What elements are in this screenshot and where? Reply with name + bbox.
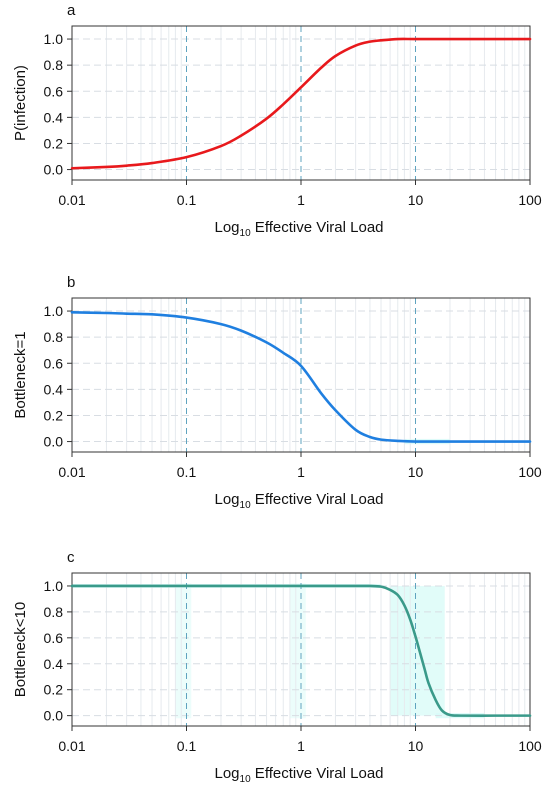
x-tick-label: 100 <box>518 192 542 208</box>
x-tick-label: 10 <box>408 738 424 754</box>
x-tick-label: 0.01 <box>58 192 85 208</box>
panel-label: a <box>67 2 76 19</box>
y-tick-label: 1.0 <box>44 303 64 319</box>
x-tick-label: 1 <box>297 738 305 754</box>
y-tick-label: 0.4 <box>44 656 64 672</box>
x-tick-label: 10 <box>408 464 424 480</box>
x-axis-title: Log10 Effective Viral Load <box>214 491 383 511</box>
panel-label: c <box>67 549 75 566</box>
y-tick-label: 0.6 <box>44 630 64 646</box>
series-line <box>70 37 532 170</box>
y-tick-label: 0.2 <box>44 407 64 423</box>
x-tick-label: 0.1 <box>177 464 197 480</box>
y-tick-label: 0.4 <box>44 109 64 125</box>
y-tick-label: 0.0 <box>44 708 64 724</box>
panel-label: b <box>67 274 75 291</box>
chart-panel-b: 0.01 0.1 1 10 100 0.0 0.2 0.4 0.6 0.8 1.0 Bottlenec… <box>12 274 542 511</box>
uncertainty-band <box>175 583 192 719</box>
x-tick-label: 10 <box>408 192 424 208</box>
y-tick-label: 0.8 <box>44 604 64 620</box>
chart-panel-a: 0.01 0.1 1 10 100 0.0 0.2 0.4 0.6 0.8 1.0 P(infecti… <box>12 2 542 239</box>
y-tick-label: 0.0 <box>44 162 64 178</box>
x-tick-label: 0.1 <box>177 738 197 754</box>
x-tick-label: 100 <box>518 464 542 480</box>
chart-panel-c: 0.01 0.1 1 10 100 0.0 0.2 0.4 0.6 0.8 1.0 Bottlenec… <box>12 549 542 785</box>
x-axis-title: Log10 Effective Viral Load <box>214 219 383 239</box>
x-tick-label: 0.01 <box>58 464 85 480</box>
y-tick-label: 0.6 <box>44 355 64 371</box>
series-line <box>70 311 532 443</box>
y-tick-label: 0.8 <box>44 329 64 345</box>
x-tick-label: 0.1 <box>177 192 197 208</box>
y-tick-label: 1.0 <box>44 578 64 594</box>
series-line <box>70 584 532 717</box>
x-tick-label: 100 <box>518 738 542 754</box>
y-axis-title: P(infection) <box>12 65 29 141</box>
x-axis-title: Log10 Effective Viral Load <box>214 765 383 785</box>
y-tick-label: 0.0 <box>44 434 64 450</box>
y-axis-title: Bottleneck=1 <box>12 331 29 418</box>
x-tick-label: 0.01 <box>58 738 85 754</box>
uncertainty-band <box>289 583 306 719</box>
uncertainty-band <box>390 585 445 716</box>
y-tick-label: 0.2 <box>44 682 64 698</box>
y-tick-label: 0.6 <box>44 83 64 99</box>
x-tick-label: 1 <box>297 464 305 480</box>
y-tick-label: 0.4 <box>44 381 64 397</box>
y-tick-label: 1.0 <box>44 31 64 47</box>
y-tick-label: 0.8 <box>44 57 64 73</box>
x-tick-label: 1 <box>297 192 305 208</box>
y-tick-label: 0.2 <box>44 135 64 151</box>
y-axis-title: Bottleneck<10 <box>12 602 29 698</box>
